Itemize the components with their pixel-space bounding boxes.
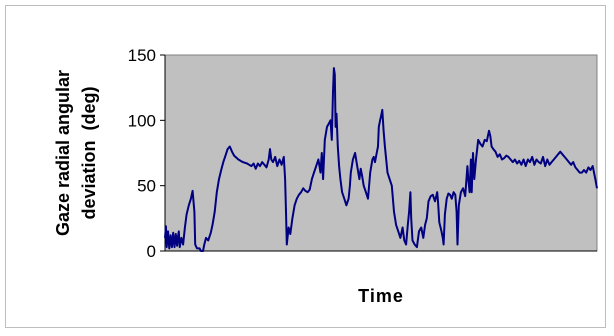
y-tick-label: 100 [128,111,156,130]
series-line-0 [164,67,598,252]
x-axis-label: Time [358,286,404,306]
chart-frame [5,5,606,328]
y-ticks: 0 50 100 150 [128,46,165,261]
y-tick-label: 50 [137,177,156,196]
y-axis-label-line2: deviation (deg) [79,86,99,219]
plot-area [164,54,598,252]
series-layer [164,67,598,252]
y-axis-label-group: Gaze radial angular deviation (deg) [53,70,99,236]
y-tick-label: 0 [147,242,156,261]
y-tick-label: 150 [128,46,156,65]
y-axis-label-line1: Gaze radial angular [53,70,73,236]
